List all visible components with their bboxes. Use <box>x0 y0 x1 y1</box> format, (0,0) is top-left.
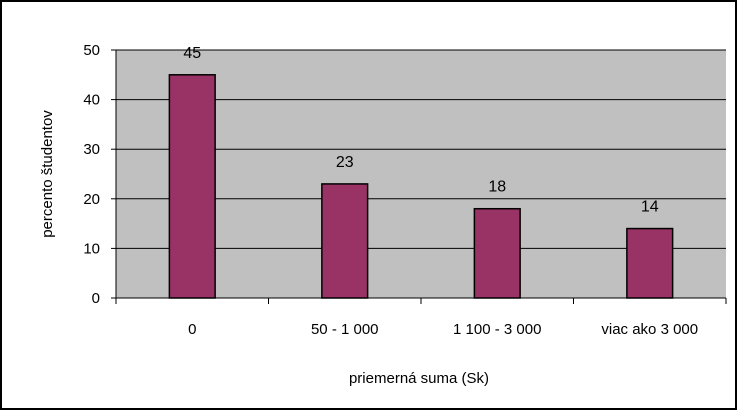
y-tick-labels: 0 10 20 30 40 50 <box>83 42 100 307</box>
x-tick-label: viac ako 3 000 <box>601 321 698 338</box>
data-labels: 45 23 18 14 <box>183 45 658 216</box>
x-tick-labels: 0 50 - 1 000 1 100 - 3 000 viac ako 3 000 <box>188 321 698 338</box>
gridlines <box>111 49 726 299</box>
plot-area <box>116 50 726 298</box>
bar <box>321 183 369 299</box>
y-tick-label: 20 <box>83 191 100 208</box>
data-label: 14 <box>641 199 659 216</box>
data-label: 45 <box>183 45 201 62</box>
bar <box>168 74 216 299</box>
x-tick-label: 0 <box>188 321 196 338</box>
y-tick-label: 50 <box>83 42 100 59</box>
y-axis-title: percento študentov <box>39 110 56 238</box>
x-tick-label: 50 - 1 000 <box>311 321 379 338</box>
bar <box>626 227 674 299</box>
axes <box>115 50 727 304</box>
x-tick-label: 1 100 - 3 000 <box>453 321 541 338</box>
y-tick-label: 40 <box>83 92 100 109</box>
bar <box>473 207 521 299</box>
y-tick-label: 10 <box>83 240 100 257</box>
y-tick-label: 0 <box>92 290 100 307</box>
data-label: 18 <box>488 179 506 196</box>
y-tick-label: 30 <box>83 141 100 158</box>
data-label: 23 <box>336 154 354 171</box>
x-axis-title: priemerná suma (Sk) <box>349 370 489 387</box>
bars <box>168 74 674 299</box>
